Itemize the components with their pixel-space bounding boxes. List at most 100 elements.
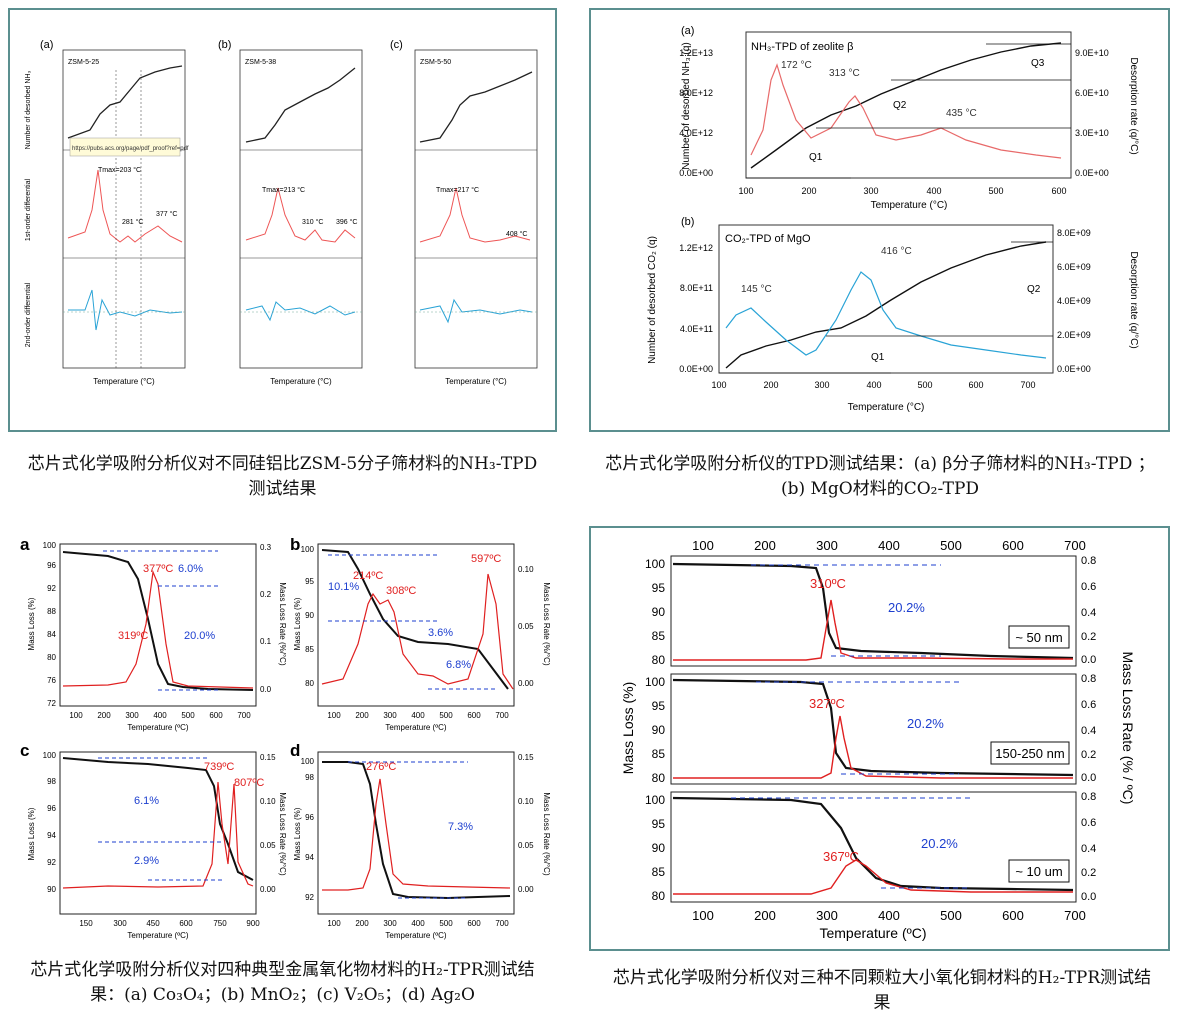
svg-text:400: 400	[411, 919, 425, 928]
subplot-label: (b)	[681, 216, 694, 228]
svg-text:90: 90	[305, 611, 314, 620]
svg-text:377ºC: 377ºC	[143, 563, 173, 575]
subplot-label: (a)	[681, 25, 694, 37]
svg-text:0.8: 0.8	[1081, 791, 1096, 803]
svg-text:~ 10 um: ~ 10 um	[1015, 864, 1062, 879]
svg-text:450: 450	[146, 919, 160, 928]
sample-name: ZSM-5-50	[420, 59, 451, 66]
svg-text:500: 500	[988, 186, 1003, 196]
svg-text:Temperature (ºC): Temperature (ºC)	[385, 931, 446, 940]
svg-text:0.8: 0.8	[1081, 673, 1096, 685]
svg-text:3.6%: 3.6%	[428, 627, 453, 639]
svg-text:85: 85	[652, 747, 666, 761]
svg-text:100: 100	[645, 793, 665, 807]
svg-text:0.4: 0.4	[1081, 607, 1096, 619]
svg-text:0.0E+00: 0.0E+00	[1075, 168, 1109, 178]
svg-text:Temperature (ºC): Temperature (ºC)	[385, 723, 446, 732]
annotation: Q2	[1027, 284, 1041, 295]
sample-name: ZSM-5-38	[245, 59, 276, 66]
svg-text:600: 600	[1002, 538, 1024, 553]
svg-text:600: 600	[467, 919, 481, 928]
svg-text:400: 400	[411, 711, 425, 720]
svg-text:c: c	[20, 741, 29, 760]
svg-text:0.8: 0.8	[1081, 555, 1096, 567]
svg-text:0.0: 0.0	[1081, 891, 1096, 903]
figure-zsm5-panel: (a) ZSM-5-25 Tmax=203 °C 281 °C 377 °C h…	[8, 8, 557, 432]
svg-text:90: 90	[652, 605, 666, 619]
peak-label: 435 °C	[946, 108, 977, 119]
tpr-subplot-a: a 377ºC 319ºC 6.0% 20.0% 100 200 300 400…	[20, 535, 287, 732]
xlabel: Temperature (°C)	[848, 402, 925, 413]
figure-tpd-panel: (a) NH₃-TPD of zeolite β 172 °C 313 °C 4…	[589, 8, 1170, 432]
svg-text:0.0: 0.0	[1081, 654, 1096, 666]
svg-text:400: 400	[153, 711, 167, 720]
svg-text:0.6: 0.6	[1081, 699, 1096, 711]
svg-text:Mass Loss Rate (%/°C): Mass Loss Rate (%/°C)	[542, 582, 551, 666]
svg-text:300: 300	[383, 711, 397, 720]
svg-text:0.0E+00: 0.0E+00	[679, 364, 713, 374]
svg-text:0.2: 0.2	[1081, 631, 1096, 643]
svg-text:0.0: 0.0	[260, 685, 272, 694]
svg-text:6.0E+10: 6.0E+10	[1075, 88, 1109, 98]
svg-text:95: 95	[652, 581, 666, 595]
svg-text:Mass Loss Rate (%/°C): Mass Loss Rate (%/°C)	[542, 792, 551, 876]
subplot-title: CO₂-TPD of MgO	[725, 233, 811, 245]
svg-text:500: 500	[439, 711, 453, 720]
svg-text:300: 300	[113, 919, 127, 928]
xlabel: Temperature (ºC)	[819, 925, 926, 941]
zsm5-subplot-c: (c) ZSM-5-50 Tmax=217 °C 408 °C	[390, 39, 538, 369]
svg-text:700: 700	[1064, 908, 1086, 923]
tpr-subplot-c: c 739ºC 807ºC 6.1% 2.9% 150 300 450 600 …	[20, 741, 287, 940]
svg-text:80: 80	[47, 653, 56, 662]
svg-text:200: 200	[355, 919, 369, 928]
svg-text:100: 100	[711, 380, 726, 390]
svg-text:0.2: 0.2	[1081, 749, 1096, 761]
svg-text:Mass Loss Rate (%/°C): Mass Loss Rate (%/°C)	[278, 792, 287, 876]
sample-name: ZSM-5-25	[68, 59, 99, 66]
svg-text:400: 400	[878, 538, 900, 553]
svg-text:85: 85	[305, 645, 314, 654]
svg-text:300: 300	[125, 711, 139, 720]
svg-text:Temperature (ºC): Temperature (ºC)	[127, 723, 188, 732]
svg-text:600: 600	[209, 711, 223, 720]
svg-text:95: 95	[652, 699, 666, 713]
svg-text:0.15: 0.15	[518, 753, 534, 762]
svg-text:100: 100	[645, 557, 665, 571]
svg-text:20.0%: 20.0%	[184, 630, 215, 642]
svg-text:94: 94	[305, 853, 314, 862]
svg-text:600: 600	[179, 919, 193, 928]
svg-text:8.0E+12: 8.0E+12	[679, 88, 713, 98]
svg-text:92: 92	[47, 584, 56, 593]
svg-text:b: b	[290, 535, 300, 554]
svg-text:0.05: 0.05	[518, 622, 534, 631]
y2label: Mass Loss Rate (% / ºC)	[1120, 652, 1136, 805]
peak-label: 396 °C	[336, 218, 357, 226]
svg-text:214ºC: 214ºC	[353, 570, 383, 582]
svg-text:700: 700	[495, 919, 509, 928]
svg-text:Mass Loss (%): Mass Loss (%)	[293, 807, 302, 860]
caption-figure-3: 芯片式化学吸附分析仪对四种典型金属氧化物材料的H₂-TPR测试结果：(a) Co…	[30, 960, 535, 1005]
svg-text:150-250 nm: 150-250 nm	[995, 746, 1064, 761]
svg-text:92: 92	[47, 858, 56, 867]
svg-text:600: 600	[467, 711, 481, 720]
svg-text:6.0%: 6.0%	[178, 563, 203, 575]
peak-label: Tmax=213 °C	[262, 186, 305, 194]
svg-text:90: 90	[652, 723, 666, 737]
svg-text:0.0E+00: 0.0E+00	[679, 168, 713, 178]
svg-text:0.0: 0.0	[1081, 772, 1096, 784]
svg-text:92: 92	[305, 893, 314, 902]
svg-text:95: 95	[652, 817, 666, 831]
annotation: Q1	[809, 152, 823, 163]
svg-text:90: 90	[47, 885, 56, 894]
svg-text:700: 700	[237, 711, 251, 720]
subplot-label: (c)	[390, 39, 403, 51]
tpd-chart: (a) NH₃-TPD of zeolite β 172 °C 313 °C 4…	[647, 25, 1139, 413]
svg-text:2.9%: 2.9%	[134, 855, 159, 867]
svg-text:400: 400	[866, 380, 881, 390]
cuo-subplot-2: 327ºC 20.2% 150-250 nm	[670, 673, 1077, 785]
svg-text:600: 600	[968, 380, 983, 390]
svg-text:7.3%: 7.3%	[448, 821, 473, 833]
svg-text:600: 600	[1002, 908, 1024, 923]
annotation: Q3	[1031, 58, 1045, 69]
svg-text:0.6: 0.6	[1081, 817, 1096, 829]
